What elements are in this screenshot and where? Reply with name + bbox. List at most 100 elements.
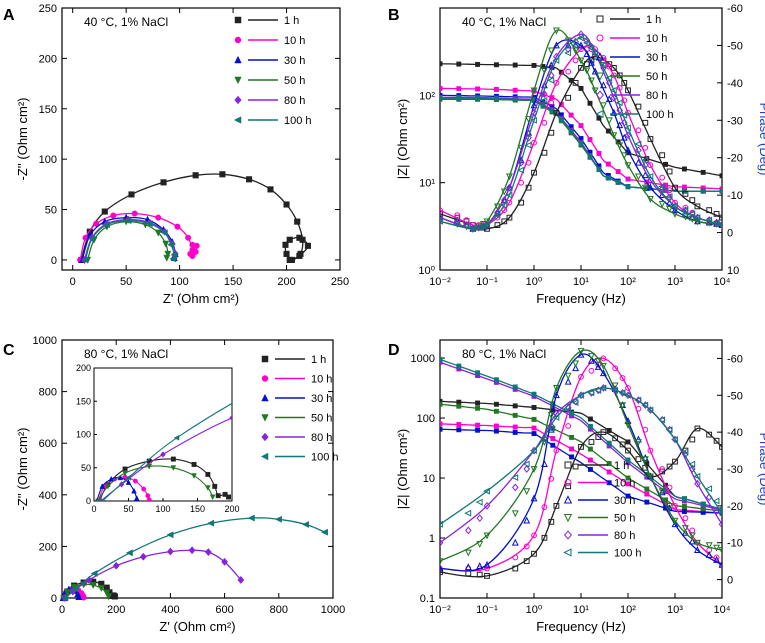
phase-point [594, 386, 602, 394]
y-axis-label: |Z| (Ohm cm²) [395, 429, 410, 509]
x-axis-label: Frequency (Hz) [536, 619, 626, 634]
data-point [102, 221, 110, 229]
x-tick-label: 200 [277, 276, 295, 288]
data-point [166, 531, 174, 539]
phase-point [705, 485, 713, 493]
data-point [237, 575, 245, 584]
legend-marker [596, 90, 604, 100]
phase-point [616, 121, 624, 129]
phase-point [672, 502, 678, 509]
inset-data-point [173, 435, 180, 441]
phase-point [689, 436, 696, 443]
panel-label-d: D [388, 342, 400, 359]
y-tick-label: 150 [39, 104, 57, 116]
legend-marker [261, 355, 269, 363]
magnitude-point [512, 424, 518, 430]
x-tick-label: 150 [224, 276, 242, 288]
data-point [221, 557, 229, 566]
phase-point [474, 224, 482, 232]
magnitude-point [493, 428, 499, 434]
magnitude-point [578, 141, 584, 147]
magnitude-line [440, 358, 722, 511]
y2-tick-label: 10 [727, 265, 739, 277]
phase-point [599, 102, 607, 110]
legend-label: 10 h [646, 33, 667, 45]
phase-point [465, 526, 472, 535]
x-tick-label: 0 [70, 276, 76, 288]
phase-point [587, 389, 595, 397]
data-point [192, 248, 199, 255]
data-point [219, 171, 226, 178]
data-point [320, 528, 328, 536]
y-tick-label: 100 [417, 413, 435, 425]
x-tick-label: 10⁴ [714, 604, 731, 616]
phase-point [578, 64, 584, 71]
phase-point [600, 63, 607, 72]
legend-marker [563, 548, 572, 557]
magnitude-point [456, 86, 462, 92]
phase-point [713, 210, 720, 217]
phase-point [476, 571, 483, 578]
inset-data-point [222, 491, 228, 497]
phase-point [658, 185, 666, 193]
legend-label: 50 h [646, 71, 667, 83]
magnitude-point [475, 405, 481, 411]
x-tick-label: 10⁴ [714, 276, 731, 288]
magnitude-point [587, 446, 593, 452]
legend-marker [234, 95, 242, 105]
magnitude-point [681, 509, 687, 515]
phase-point [511, 510, 519, 518]
phase-point [693, 214, 701, 222]
phase-point [624, 146, 632, 154]
phase-point [547, 422, 555, 430]
phase-point [476, 514, 484, 523]
phase-point [681, 206, 689, 214]
inset-x-tick-label: 200 [224, 504, 239, 514]
phase-point [440, 538, 444, 547]
y-tick-label: 0 [51, 593, 57, 605]
magnitude-point [625, 475, 631, 481]
phase-point [718, 223, 722, 228]
inset-data-point [547, 452, 552, 458]
phase-point [647, 136, 654, 142]
phase-point [564, 45, 572, 54]
inset-x-tick-label: 100 [155, 504, 170, 514]
phase-point [615, 99, 623, 107]
magnitude-point [663, 161, 669, 167]
phase-point [583, 50, 591, 58]
phase-point [493, 203, 501, 211]
phase-point [634, 158, 642, 166]
magnitude-point [606, 428, 612, 433]
magnitude-line [440, 428, 722, 514]
phase-point [547, 412, 555, 419]
phase-point [548, 518, 555, 525]
magnitude-point [531, 416, 537, 422]
phase-point [578, 46, 584, 53]
phase-point [713, 506, 720, 515]
magnitude-point [512, 412, 518, 418]
phase-point [641, 156, 649, 164]
x-tick-label: 10³ [667, 276, 683, 288]
phase-point [530, 494, 538, 502]
magnitude-line [440, 361, 722, 511]
phase-point [518, 199, 525, 206]
data-point [145, 220, 153, 228]
inset-data-point [146, 497, 152, 501]
inset-y-tick-label: 200 [76, 363, 91, 373]
data-point [189, 252, 196, 259]
phase-point [705, 216, 713, 224]
data-point [282, 241, 289, 248]
phase-point [483, 221, 490, 229]
phase-point [610, 132, 618, 140]
y2-axis: 0 -10 -20 -30 -40 -50 -60 [717, 353, 743, 587]
magnitude-point [456, 422, 462, 427]
phase-point [659, 466, 666, 472]
y2-tick-label: -30 [727, 115, 743, 127]
y2-tick-label: 0 [727, 228, 733, 240]
phase-point [671, 436, 678, 443]
legend-marker [563, 495, 573, 504]
legend-label: 100 h [311, 452, 339, 464]
x-tick-label: 10⁻¹ [476, 276, 498, 288]
phase-point [571, 399, 579, 407]
phase-point [646, 195, 654, 203]
